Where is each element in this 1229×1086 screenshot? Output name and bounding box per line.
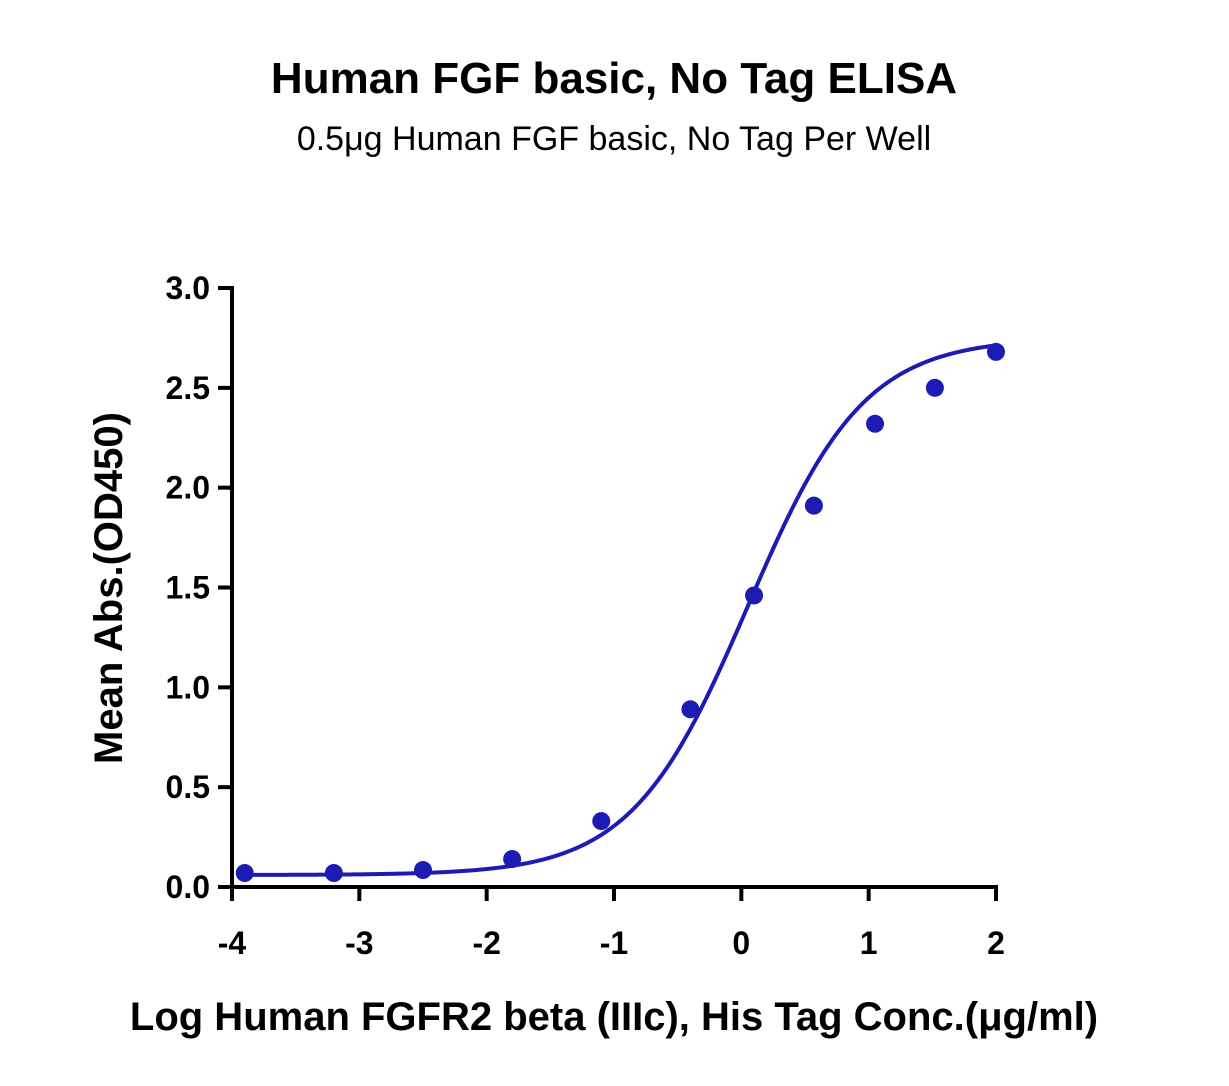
y-tick-label: 0.0 — [166, 869, 210, 905]
data-point — [503, 850, 522, 869]
data-point — [987, 342, 1005, 361]
x-tick-label: 0 — [732, 925, 750, 961]
x-tick-label: -2 — [472, 925, 500, 961]
data-point — [414, 861, 432, 880]
data-point — [681, 700, 700, 719]
data-point — [324, 864, 343, 883]
y-tick-label: 1.5 — [166, 570, 210, 606]
y-tick-label: 0.5 — [166, 769, 210, 805]
x-tick-label: -4 — [218, 925, 247, 961]
y-axis-label: Mean Abs.(OD450) — [87, 412, 131, 764]
y-tick-label: 2.5 — [166, 370, 210, 406]
x-tick-label: 1 — [860, 925, 878, 961]
data-point — [745, 586, 764, 605]
x-tick-label: -1 — [600, 925, 628, 961]
y-tick-label: 1.0 — [166, 669, 210, 705]
axes — [230, 286, 998, 889]
fit-curve — [244, 343, 997, 877]
data-point — [592, 812, 611, 831]
data-point — [925, 378, 944, 397]
chart-title: Human FGF basic, No Tag ELISA — [271, 54, 957, 103]
y-axis-ticks: 0.0 0.5 1.0 1.5 2.0 2.5 3.0 — [166, 270, 232, 905]
data-point — [866, 414, 885, 433]
y-tick-label: 2.0 — [166, 470, 210, 506]
x-tick-label: -3 — [345, 925, 373, 961]
x-tick-label: 2 — [987, 925, 1005, 961]
chart-subtitle: 0.5μg Human FGF basic, No Tag Per Well — [297, 120, 931, 158]
y-tick-label: 3.0 — [166, 270, 210, 306]
x-axis-label: Log Human FGFR2 beta (IIIc), His Tag Con… — [130, 995, 1098, 1039]
data-points — [235, 342, 1005, 883]
x-axis-ticks: -4 -3 -2 -1 0 1 2 — [218, 887, 1005, 961]
data-point — [804, 496, 823, 515]
data-point — [235, 864, 254, 883]
